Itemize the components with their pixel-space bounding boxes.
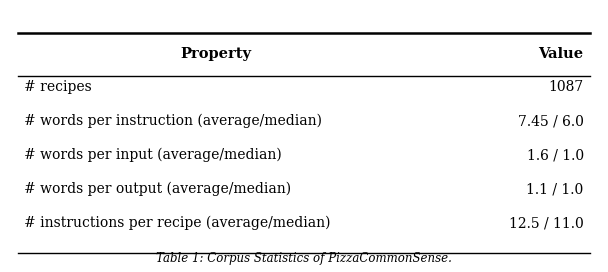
Text: Property: Property [181, 47, 251, 61]
Text: Value: Value [539, 47, 584, 61]
Text: 7.45 / 6.0: 7.45 / 6.0 [518, 114, 584, 128]
Text: 1.6 / 1.0: 1.6 / 1.0 [527, 148, 584, 162]
Text: Table 1: Corpus Statistics of PizzaCommonSense.: Table 1: Corpus Statistics of PizzaCommo… [156, 252, 452, 265]
Text: 1.1 / 1.0: 1.1 / 1.0 [527, 182, 584, 196]
Text: # words per output (average/median): # words per output (average/median) [24, 182, 291, 196]
Text: 12.5 / 11.0: 12.5 / 11.0 [509, 216, 584, 230]
Text: # instructions per recipe (average/median): # instructions per recipe (average/media… [24, 216, 331, 230]
Text: 1087: 1087 [548, 80, 584, 94]
Text: # recipes: # recipes [24, 80, 92, 94]
Text: # words per input (average/median): # words per input (average/median) [24, 148, 282, 162]
Text: # words per instruction (average/median): # words per instruction (average/median) [24, 114, 322, 128]
